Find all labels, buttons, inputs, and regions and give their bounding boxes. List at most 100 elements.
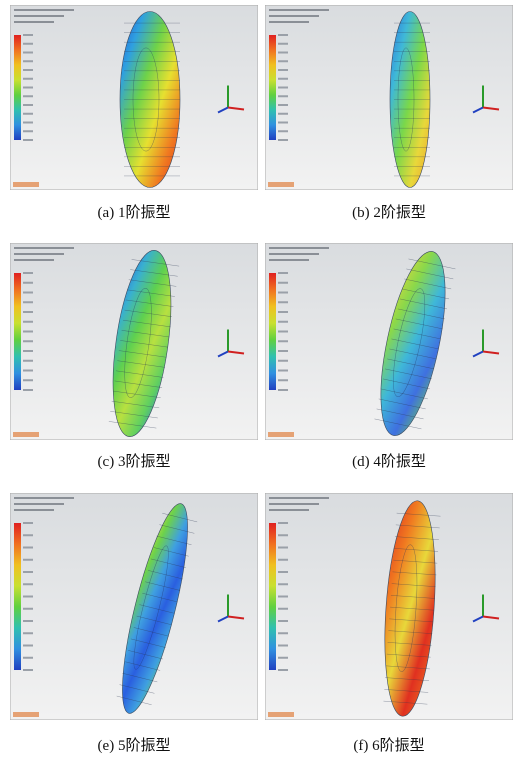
mode-shape	[120, 12, 180, 188]
legend-tick	[23, 311, 33, 313]
legend-tick	[23, 78, 33, 80]
caption: (c) 3阶振型	[10, 450, 258, 471]
fea-screenshot	[10, 5, 258, 190]
viewport	[265, 5, 513, 190]
legend-tick	[23, 522, 33, 524]
header-text-line	[14, 503, 64, 505]
legend-tick	[278, 559, 288, 561]
legend-tick	[23, 534, 33, 536]
legend-tick	[23, 104, 33, 106]
legend-tick	[278, 52, 288, 54]
header-text-line	[14, 15, 64, 17]
fea-screenshot	[265, 493, 513, 720]
legend-tick	[23, 321, 33, 323]
legend-tick	[23, 379, 33, 381]
header-text-line	[14, 253, 64, 255]
header-text-line	[269, 509, 309, 511]
legend-tick	[278, 370, 288, 372]
legend-bar	[269, 35, 276, 140]
legend-tick	[278, 669, 288, 671]
legend-tick	[278, 292, 288, 294]
legend-tick	[278, 534, 288, 536]
legend-tick	[23, 596, 33, 598]
legend-tick	[278, 360, 288, 362]
header-text-line	[269, 259, 309, 261]
legend-tick	[278, 331, 288, 333]
legend-tick	[278, 34, 288, 36]
legend-tick	[23, 34, 33, 36]
legend-tick	[23, 645, 33, 647]
legend-tick	[23, 139, 33, 141]
legend-tick	[278, 301, 288, 303]
legend-tick	[23, 389, 33, 391]
legend-tick	[278, 69, 288, 71]
header-text-line	[269, 253, 319, 255]
legend-tick	[278, 95, 288, 97]
fea-screenshot	[10, 243, 258, 440]
legend-bar	[14, 35, 21, 140]
fea-screenshot	[265, 5, 513, 190]
legend-tick	[23, 292, 33, 294]
legend-tick	[278, 571, 288, 573]
legend-tick	[23, 331, 33, 333]
header-text-line	[14, 509, 54, 511]
legend-tick	[278, 350, 288, 352]
legend-tick	[278, 104, 288, 106]
legend-tick	[278, 547, 288, 549]
mode-shape	[390, 12, 430, 188]
caption: (e) 5阶振型	[10, 734, 258, 755]
legend-tick	[278, 113, 288, 115]
status-tag	[268, 712, 294, 717]
figure: (a) 1阶振型(b) 2阶振型(c) 3阶振型(d) 4阶振型(e) 5阶振型…	[0, 0, 518, 758]
legend-tick	[23, 113, 33, 115]
header-text-line	[269, 503, 319, 505]
legend-tick	[278, 78, 288, 80]
legend-tick	[278, 321, 288, 323]
legend-tick	[278, 596, 288, 598]
caption: (a) 1阶振型	[10, 201, 258, 222]
legend-tick	[23, 571, 33, 573]
legend-bar	[14, 523, 21, 670]
legend-tick	[278, 583, 288, 585]
header-text-line	[269, 247, 329, 249]
status-tag	[13, 182, 39, 187]
legend-tick	[23, 370, 33, 372]
legend-tick	[23, 130, 33, 132]
caption: (f) 6阶振型	[265, 734, 513, 755]
legend-tick	[278, 522, 288, 524]
legend-tick	[278, 311, 288, 313]
fea-screenshot	[10, 493, 258, 720]
legend-tick	[23, 340, 33, 342]
legend-tick	[278, 43, 288, 45]
legend-tick	[278, 139, 288, 141]
legend-tick	[23, 95, 33, 97]
legend-tick	[278, 389, 288, 391]
header-text-line	[14, 247, 74, 249]
legend-tick	[278, 130, 288, 132]
legend-tick	[23, 669, 33, 671]
legend-tick	[23, 360, 33, 362]
legend-tick	[278, 632, 288, 634]
legend-tick	[23, 657, 33, 659]
legend-tick	[23, 60, 33, 62]
fea-screenshot	[265, 243, 513, 440]
legend-tick	[278, 87, 288, 89]
header-text-line	[14, 21, 54, 23]
legend-tick	[23, 547, 33, 549]
status-tag	[268, 432, 294, 437]
legend-tick	[23, 632, 33, 634]
header-text-line	[269, 15, 319, 17]
legend-tick	[278, 657, 288, 659]
status-tag	[13, 712, 39, 717]
legend-tick	[23, 52, 33, 54]
legend-tick	[23, 583, 33, 585]
header-text-line	[269, 9, 329, 11]
legend-tick	[278, 282, 288, 284]
legend-tick	[23, 272, 33, 274]
legend-tick	[278, 122, 288, 124]
legend-tick	[278, 608, 288, 610]
legend-tick	[23, 69, 33, 71]
legend-tick	[278, 620, 288, 622]
legend-tick	[23, 43, 33, 45]
caption: (d) 4阶振型	[265, 450, 513, 471]
